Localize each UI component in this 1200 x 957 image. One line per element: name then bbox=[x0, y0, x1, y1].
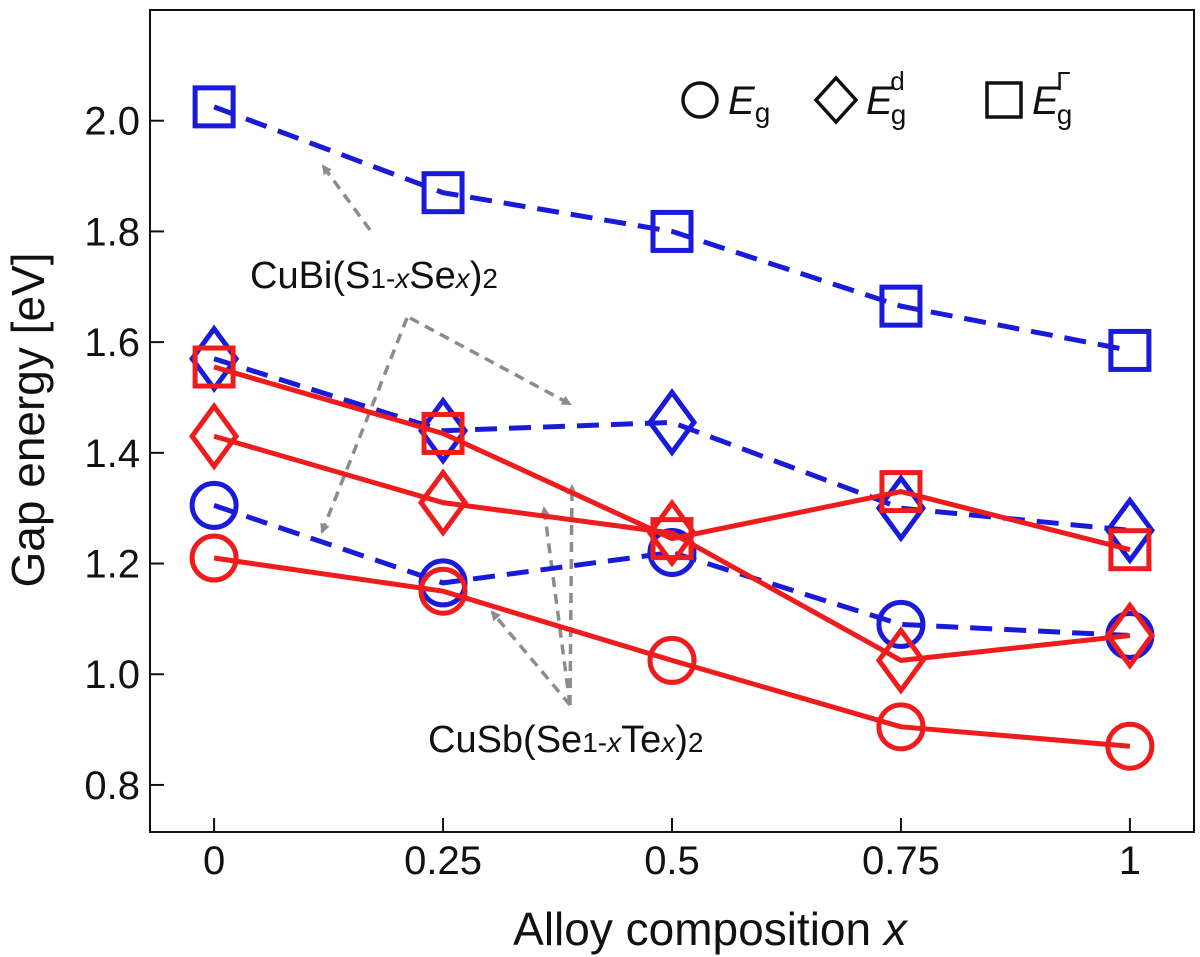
data-point-circle bbox=[647, 527, 697, 577]
data-point-circle bbox=[189, 533, 239, 583]
data-point-square bbox=[879, 284, 923, 328]
legend-label-eg: Eg bbox=[728, 79, 770, 128]
y-tick-label: 1.4 bbox=[84, 432, 140, 476]
series-cubi-diamond bbox=[189, 324, 1155, 565]
data-point-square bbox=[192, 85, 236, 129]
data-point-diamond bbox=[417, 396, 469, 465]
x-tick-label: 1 bbox=[1119, 839, 1141, 883]
series-line bbox=[213, 364, 1131, 553]
data-point-circle bbox=[876, 702, 926, 752]
series-line bbox=[213, 503, 1131, 638]
y-axis-ticks: 0.8 1.0 1.2 1.4 1.6 1.8 2.0 bbox=[84, 100, 164, 808]
cusb-arrow-circle bbox=[490, 610, 572, 707]
data-point-square bbox=[1108, 528, 1152, 572]
data-point-square bbox=[421, 171, 465, 215]
data-point-square bbox=[879, 470, 923, 514]
annotation-cusb: CuSb(Se1-xTex)2 bbox=[428, 719, 703, 761]
data-point-square bbox=[1108, 328, 1152, 372]
y-tick-label: 1.8 bbox=[84, 210, 140, 254]
y-tick-label: 2.0 bbox=[84, 100, 140, 144]
legend-circle-marker bbox=[681, 81, 719, 119]
x-tick-label: 0.25 bbox=[404, 839, 482, 883]
series-line bbox=[213, 104, 1131, 353]
data-point-diamond bbox=[189, 401, 240, 471]
data-point-diamond bbox=[1104, 601, 1155, 670]
y-tick-label: 1.6 bbox=[84, 321, 140, 365]
data-point-circle bbox=[189, 480, 239, 530]
cubi-arrow-diamond bbox=[409, 316, 572, 406]
y-axis-title: Gap energy [eV] bbox=[2, 253, 54, 588]
legend-square-marker bbox=[985, 81, 1023, 119]
annotation-cubi: CuBi(S1-xSex)2 bbox=[250, 255, 498, 297]
cusb-arrow-diamond bbox=[540, 506, 572, 706]
legend-label-eg-gamma: EgΓ bbox=[1032, 66, 1072, 130]
series-cusb-circle bbox=[189, 533, 1155, 771]
legend: Eg Egd EgΓ bbox=[681, 66, 1072, 130]
legend-diamond-marker bbox=[813, 75, 859, 125]
cubi-arrow-circle bbox=[320, 317, 409, 534]
data-point-circle bbox=[647, 635, 697, 685]
data-point-diamond bbox=[875, 626, 927, 695]
legend-label-eg-d: Egd bbox=[866, 66, 906, 130]
series-line bbox=[213, 356, 1131, 533]
plot-frame bbox=[149, 9, 1195, 833]
data-point-circle bbox=[418, 566, 468, 616]
x-axis-ticks: 0 0.25 0.5 0.75 1 bbox=[203, 818, 1141, 883]
series-cusb-square bbox=[192, 345, 1152, 572]
y-tick-label: 0.8 bbox=[84, 764, 140, 808]
series-cubi-square bbox=[192, 85, 1152, 372]
cusb-arrow-square bbox=[566, 484, 577, 706]
data-point-diamond bbox=[875, 473, 927, 543]
data-point-diamond bbox=[417, 468, 469, 537]
series-cusb-diamond bbox=[189, 401, 1155, 695]
y-tick-label: 1.2 bbox=[84, 543, 140, 587]
x-tick-label: 0.5 bbox=[644, 839, 700, 883]
data-point-diamond bbox=[646, 498, 698, 568]
annotation-arrows bbox=[320, 164, 577, 707]
data-point-circle bbox=[876, 599, 926, 649]
data-point-square bbox=[421, 411, 465, 455]
data-point-square bbox=[192, 345, 236, 389]
data-point-diamond bbox=[1104, 496, 1155, 565]
x-tick-label: 0.75 bbox=[862, 839, 940, 883]
series-layer bbox=[189, 85, 1155, 771]
y-tick-label: 1.0 bbox=[84, 653, 140, 697]
series-line bbox=[213, 433, 1131, 663]
data-point-diamond bbox=[646, 388, 698, 457]
cubi-arrow-square bbox=[321, 164, 372, 232]
series-line bbox=[213, 555, 1131, 749]
data-point-square bbox=[650, 209, 694, 253]
series-cubi-circle bbox=[189, 480, 1155, 660]
data-point-circle bbox=[1105, 721, 1155, 771]
x-axis-title: Alloy composition x bbox=[513, 903, 909, 955]
x-tick-label: 0 bbox=[203, 839, 225, 883]
